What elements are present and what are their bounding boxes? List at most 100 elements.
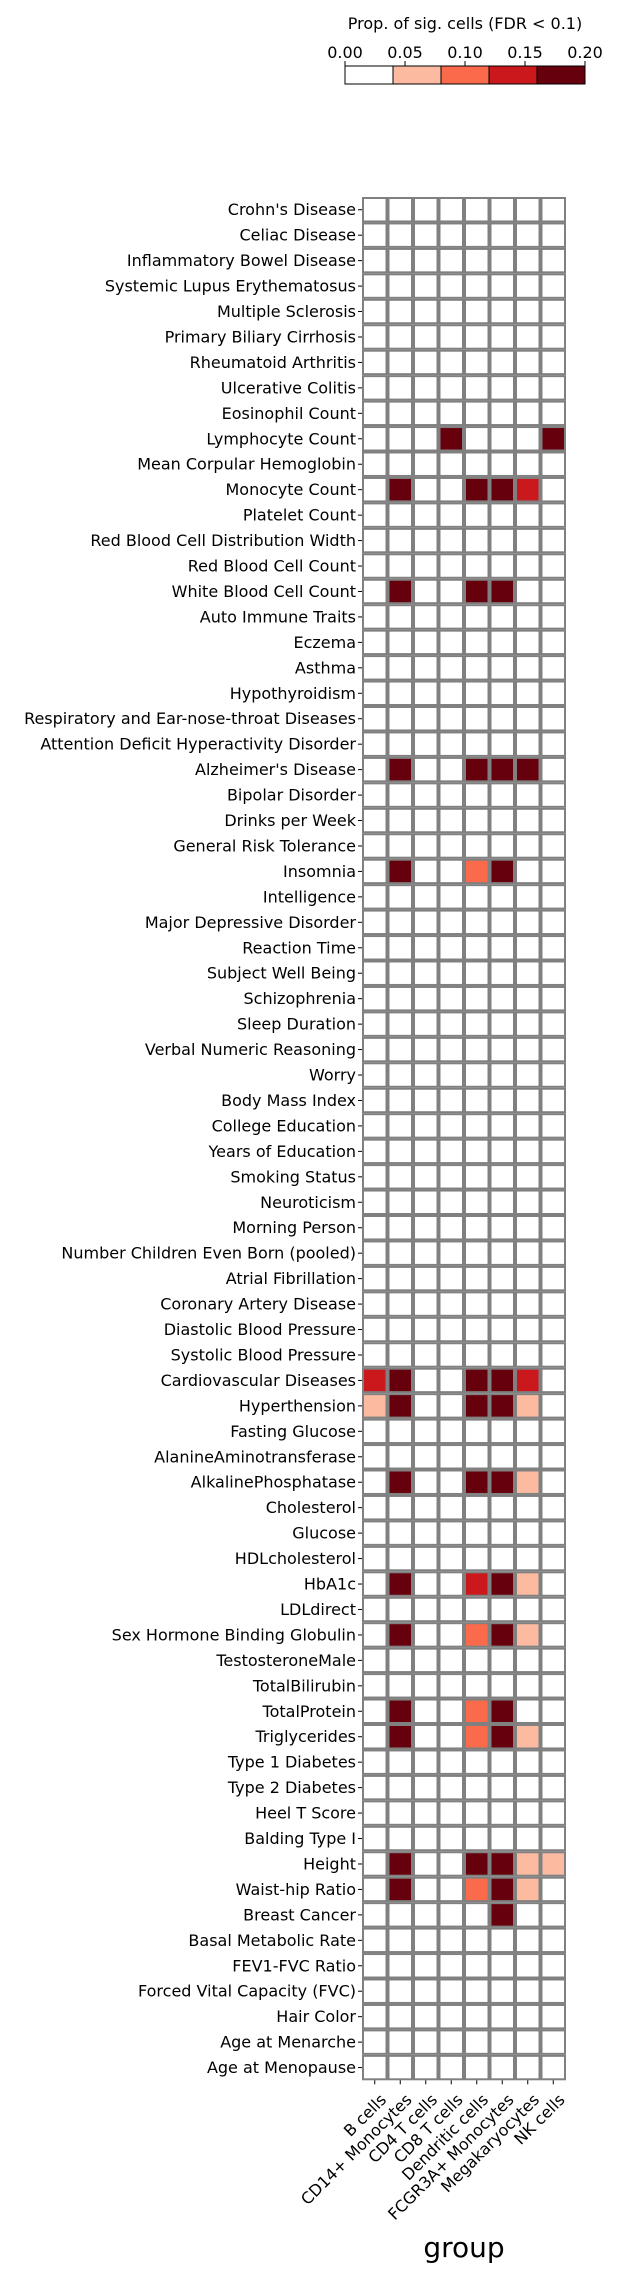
heatmap-cell-testosteronemale-cd8-t-cells [438, 1647, 464, 1674]
heatmap-cell-atrial-fibrillation-fcgr3a-monocytes [489, 1265, 515, 1292]
row-label: Cardiovascular Diseases [161, 1371, 356, 1390]
heatmap-cell-systolic-blood-pressure-nk-cells [540, 1342, 566, 1368]
heatmap-cell-worry-fcgr3a-monocytes [489, 1062, 515, 1088]
heatmap-cell-sex-hormone-binding-globulin-cd8-t-cells [438, 1622, 464, 1648]
heatmap-cell-cholesterol-b-cells [362, 1494, 388, 1521]
row-label: Bipolar Disorder [227, 786, 356, 805]
heatmap-cell-schizophrenia-nk-cells [540, 985, 566, 1012]
colorbar-bin [488, 65, 538, 85]
heatmap-cell-age-at-menarche-megakaryocytes [515, 2029, 541, 2055]
row-label: Mean Corpular Hemoglobin [137, 455, 356, 474]
heatmap-cell-years-of-education-nk-cells [540, 1138, 566, 1165]
row-label: Hair Color [276, 2007, 356, 2026]
heatmap-cell-height-nk-cells [540, 1851, 566, 1877]
heatmap-cell-multiple-sclerosis-nk-cells [540, 298, 566, 325]
heatmap-cell-respiratory-and-ear-nose-throat-diseases-fcgr3a-monocytes [489, 706, 515, 732]
heatmap-cell-monocyte-count-nk-cells [540, 476, 566, 503]
heatmap-cell-type-2-diabetes-nk-cells [540, 1774, 566, 1801]
heatmap-cell-eosinophil-count-cd14-monocytes [387, 400, 413, 427]
heatmap-cell-insomnia-cd14-monocytes [387, 858, 413, 885]
heatmap-cell-schizophrenia-cd14-monocytes [387, 985, 413, 1012]
heatmap-cell-glucose-b-cells [362, 1520, 388, 1546]
heatmap-cell-age-at-menopause-cd8-t-cells [438, 2054, 464, 2081]
heatmap-cell-body-mass-index-dendritic-cells [464, 1087, 490, 1114]
heatmap-cell-major-depressive-disorder-dendritic-cells [464, 909, 490, 936]
row-label: Major Depressive Disorder [145, 913, 357, 932]
heatmap-cell-coronary-artery-disease-megakaryocytes [515, 1291, 541, 1317]
heatmap-cell-asthma-fcgr3a-monocytes [489, 655, 515, 681]
heatmap-cell-hba1c-cd4-t-cells [413, 1571, 439, 1597]
heatmap-cell-asthma-megakaryocytes [515, 655, 541, 681]
heatmap-cell-ulcerative-colitis-megakaryocytes [515, 375, 541, 401]
heatmap-cell-diastolic-blood-pressure-dendritic-cells [464, 1316, 490, 1343]
heatmap-cell-hyperthension-cd8-t-cells [438, 1393, 464, 1419]
heatmap-cell-celiac-disease-nk-cells [540, 222, 566, 248]
heatmap-cell-hyperthension-fcgr3a-monocytes [489, 1393, 515, 1419]
heatmap-cell-systolic-blood-pressure-cd4-t-cells [413, 1342, 439, 1368]
heatmap-cell-breast-cancer-cd14-monocytes [387, 1902, 413, 1928]
heatmap-cell-ldldirect-b-cells [362, 1596, 388, 1623]
heatmap-cell-neuroticism-cd4-t-cells [413, 1189, 439, 1216]
colorbar-tick-marks [344, 61, 586, 66]
heatmap-cell-crohn-s-disease-dendritic-cells [464, 197, 490, 223]
heatmap-cell-insomnia-dendritic-cells [464, 858, 490, 885]
heatmap-cell-totalbilirubin-cd14-monocytes [387, 1673, 413, 1699]
heatmap-cell-coronary-artery-disease-fcgr3a-monocytes [489, 1291, 515, 1317]
heatmap-cell-inflammatory-bowel-disease-nk-cells [540, 247, 566, 274]
heatmap-cell-college-education-megakaryocytes [515, 1113, 541, 1139]
heatmap-cell-alkalinephosphatase-cd4-t-cells [413, 1469, 439, 1495]
heatmap-cell-schizophrenia-cd8-t-cells [438, 985, 464, 1012]
heatmap-cell-intelligence-b-cells [362, 884, 388, 910]
heatmap-cell-hypothyroidism-cd8-t-cells [438, 680, 464, 706]
heatmap-cell-type-1-diabetes-cd8-t-cells [438, 1749, 464, 1775]
heatmap-cell-hba1c-megakaryocytes [515, 1571, 541, 1597]
heatmap-cell-waist-hip-ratio-cd8-t-cells [438, 1876, 464, 1903]
heatmap-cell-hyperthension-megakaryocytes [515, 1393, 541, 1419]
heatmap-cell-hdlcholesterol-nk-cells [540, 1545, 566, 1572]
heatmap-cell-celiac-disease-dendritic-cells [464, 222, 490, 248]
heatmap-cell-ulcerative-colitis-dendritic-cells [464, 375, 490, 401]
heatmap-cell-fasting-glucose-b-cells [362, 1418, 388, 1445]
heatmap-cell-multiple-sclerosis-cd8-t-cells [438, 298, 464, 325]
heatmap-cell-balding-type-i-fcgr3a-monocytes [489, 1825, 515, 1852]
row-label: FEV1-FVC Ratio [232, 1956, 356, 1975]
heatmap-cell-general-risk-tolerance-nk-cells [540, 833, 566, 859]
heatmap-cell-totalbilirubin-nk-cells [540, 1673, 566, 1699]
heatmap-cell-celiac-disease-cd14-monocytes [387, 222, 413, 248]
heatmap-cell-testosteronemale-dendritic-cells [464, 1647, 490, 1674]
heatmap-cell-hair-color-cd14-monocytes [387, 2003, 413, 2030]
heatmap-cell-general-risk-tolerance-dendritic-cells [464, 833, 490, 859]
heatmap-cell-body-mass-index-cd8-t-cells [438, 1087, 464, 1114]
heatmap-cell-totalprotein-dendritic-cells [464, 1698, 490, 1725]
heatmap-cell-red-blood-cell-distribution-width-fcgr3a-monocytes [489, 527, 515, 554]
heatmap-cell-cholesterol-cd8-t-cells [438, 1494, 464, 1521]
row-label: Systolic Blood Pressure [171, 1345, 356, 1364]
heatmap-cell-triglycerides-nk-cells [540, 1724, 566, 1750]
heatmap-cell-coronary-artery-disease-cd4-t-cells [413, 1291, 439, 1317]
row-label: White Blood Cell Count [172, 582, 356, 601]
heatmap-cell-age-at-menarche-b-cells [362, 2029, 388, 2055]
row-label: Platelet Count [243, 506, 356, 525]
colorbar-bin [536, 65, 586, 85]
heatmap-cell-alzheimer-s-disease-cd4-t-cells [413, 756, 439, 783]
heatmap-cell-hdlcholesterol-cd8-t-cells [438, 1545, 464, 1572]
heatmap-cell-glucose-cd14-monocytes [387, 1520, 413, 1546]
row-label: College Education [212, 1116, 356, 1135]
heatmap-cell-alanineaminotransferase-cd4-t-cells [413, 1444, 439, 1470]
heatmap-cell-eczema-nk-cells [540, 629, 566, 656]
row-label: Age at Menarche [220, 2033, 356, 2052]
heatmap-cell-eczema-cd4-t-cells [413, 629, 439, 656]
heatmap-cell-balding-type-i-b-cells [362, 1825, 388, 1852]
heatmap-cell-multiple-sclerosis-fcgr3a-monocytes [489, 298, 515, 325]
heatmap-cell-ldldirect-dendritic-cells [464, 1596, 490, 1623]
heatmap-cell-intelligence-cd8-t-cells [438, 884, 464, 910]
heatmap-cell-type-1-diabetes-nk-cells [540, 1749, 566, 1775]
heatmap-cell-alzheimer-s-disease-fcgr3a-monocytes [489, 756, 515, 783]
heatmap-cell-cholesterol-dendritic-cells [464, 1494, 490, 1521]
heatmap-cell-testosteronemale-b-cells [362, 1647, 388, 1674]
heatmap-cell-fev1-fvc-ratio-b-cells [362, 1953, 388, 1979]
heatmap-cell-hyperthension-cd4-t-cells [413, 1393, 439, 1419]
heatmap-cell-systolic-blood-pressure-megakaryocytes [515, 1342, 541, 1368]
heatmap-cell-fasting-glucose-cd14-monocytes [387, 1418, 413, 1445]
heatmap-cell-rheumatoid-arthritis-fcgr3a-monocytes [489, 349, 515, 376]
